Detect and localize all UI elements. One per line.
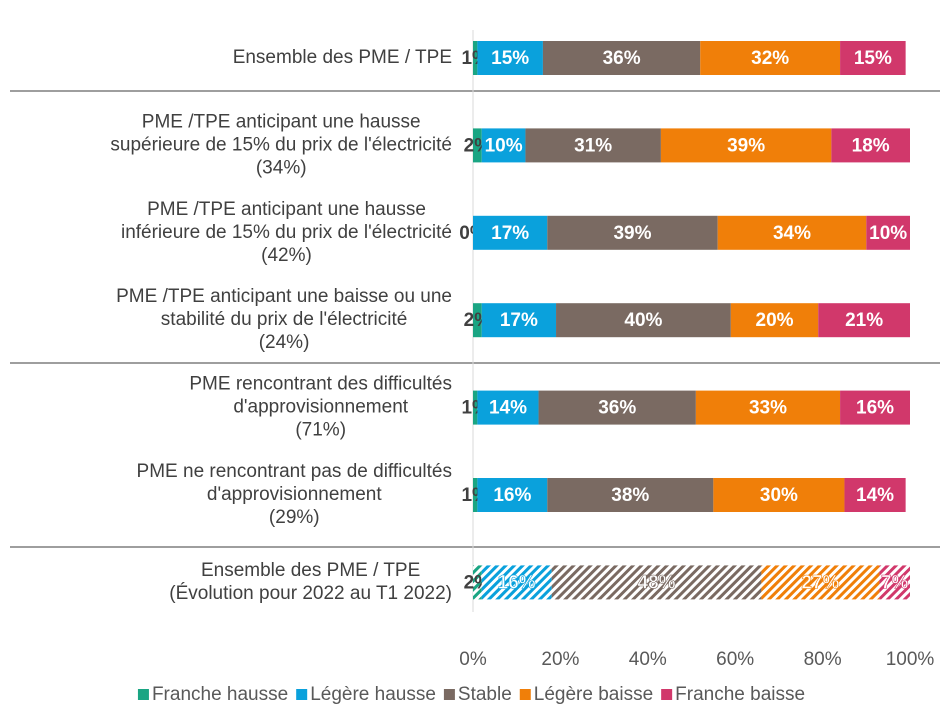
- data-label: 30%: [760, 485, 798, 506]
- bar-segment: [556, 303, 731, 338]
- bar-segment: [717, 215, 867, 250]
- data-label: 34%: [773, 223, 811, 244]
- category-label: supérieure de 15% du prix de l'électrici…: [110, 134, 452, 155]
- data-label: 10%: [485, 135, 523, 156]
- bar-segment: [713, 478, 845, 512]
- category-label: (71%): [295, 420, 346, 441]
- bar-segment: [525, 128, 661, 163]
- category-label: stabilité du prix de l'électricité: [161, 309, 408, 330]
- category-label: PME rencontrant des difficultés: [189, 374, 452, 395]
- data-label: 21%: [845, 310, 883, 331]
- category-label: (34%): [256, 157, 307, 178]
- category-label: inférieure de 15% du prix de l'électrici…: [121, 222, 452, 243]
- bar-segment: [866, 215, 910, 250]
- data-label: 36%: [598, 398, 636, 419]
- bar-segment: [700, 41, 841, 75]
- data-label: 18%: [852, 135, 890, 156]
- data-label: 33%: [749, 398, 787, 419]
- data-label: 40%: [624, 310, 662, 331]
- bar-segment: [481, 128, 526, 163]
- data-label: 16%: [856, 398, 894, 419]
- bar-segment: [844, 478, 906, 512]
- data-label: 32%: [751, 48, 789, 69]
- data-label: 16%: [498, 572, 536, 593]
- bar-segment: [473, 128, 482, 163]
- legend-swatch: [519, 689, 531, 700]
- data-label: 36%: [603, 48, 641, 69]
- legend-label: Franche baisse: [675, 684, 805, 705]
- data-label: 17%: [491, 223, 529, 244]
- category-label: PME /TPE anticipant une hausse: [147, 199, 426, 220]
- category-label: PME ne rencontrant pas de difficultés: [137, 461, 452, 482]
- data-label: 38%: [611, 485, 649, 506]
- bar-segment: [473, 303, 482, 338]
- legend-swatch: [661, 689, 673, 700]
- data-label: 39%: [727, 135, 765, 156]
- data-label: 15%: [854, 48, 892, 69]
- legend-swatch: [296, 689, 308, 700]
- bar-segment: [660, 128, 832, 163]
- bar-segment: [831, 128, 910, 163]
- data-label: 48%: [638, 572, 676, 593]
- legend-label: Légère baisse: [534, 684, 653, 705]
- bar-segment: [473, 565, 482, 600]
- x-tick-label: 80%: [804, 649, 842, 670]
- bar-segment: [473, 390, 478, 425]
- category-label: PME /TPE anticipant une baisse ou une: [116, 286, 452, 307]
- data-label: 10%: [869, 223, 907, 244]
- bar-segment: [840, 390, 910, 425]
- data-label: 27%: [801, 572, 839, 593]
- bar-segment: [477, 478, 548, 512]
- data-label: 15%: [491, 48, 529, 69]
- data-label: 39%: [613, 223, 651, 244]
- bar-segment: [695, 390, 841, 425]
- legend-label: Franche hausse: [152, 684, 288, 705]
- category-label: (24%): [259, 332, 310, 353]
- category-label: d'approvisionnement: [233, 397, 408, 418]
- category-label: d'approvisionnement: [207, 484, 382, 505]
- data-label: 7%: [881, 572, 909, 593]
- bar-segment: [538, 390, 696, 425]
- legend-label: Légère hausse: [310, 684, 436, 705]
- legend-label: Stable: [458, 684, 512, 705]
- bar-segment: [879, 565, 910, 600]
- bar-segment: [477, 41, 543, 75]
- bar-segment: [840, 41, 906, 75]
- bar-segment: [547, 215, 718, 250]
- category-label: Ensemble des PME / TPE: [201, 560, 420, 581]
- legend-swatch: [137, 689, 149, 700]
- bar-segment: [818, 303, 910, 338]
- x-tick-label: 100%: [886, 649, 935, 670]
- category-label: Ensemble des PME / TPE: [233, 47, 452, 68]
- bar-segment: [542, 41, 701, 75]
- bar-segment: [761, 565, 880, 600]
- bar-segment: [551, 565, 762, 600]
- data-label: 31%: [574, 135, 612, 156]
- data-label: 14%: [856, 485, 894, 506]
- data-label: 17%: [500, 310, 538, 331]
- data-label: 14%: [489, 398, 527, 419]
- x-tick-label: 0%: [459, 649, 487, 670]
- bar-segment: [473, 41, 478, 75]
- bar-segment: [473, 478, 478, 512]
- category-label: (Évolution pour 2022 au T1 2022): [169, 583, 452, 604]
- category-label: (42%): [261, 245, 312, 266]
- legend-swatch: [443, 689, 455, 700]
- x-tick-label: 60%: [716, 649, 754, 670]
- x-tick-label: 20%: [541, 649, 579, 670]
- bar-segment: [481, 303, 557, 338]
- x-tick-label: 40%: [629, 649, 667, 670]
- bar-segment: [730, 303, 819, 338]
- bar-segment: [547, 478, 714, 512]
- data-label: 20%: [756, 310, 794, 331]
- category-label: PME /TPE anticipant une hausse: [142, 111, 421, 132]
- data-label: 16%: [493, 485, 531, 506]
- bar-segment: [481, 565, 552, 600]
- bar-segment: [477, 390, 539, 425]
- bar-segment: [473, 215, 548, 250]
- category-label: (29%): [269, 507, 320, 528]
